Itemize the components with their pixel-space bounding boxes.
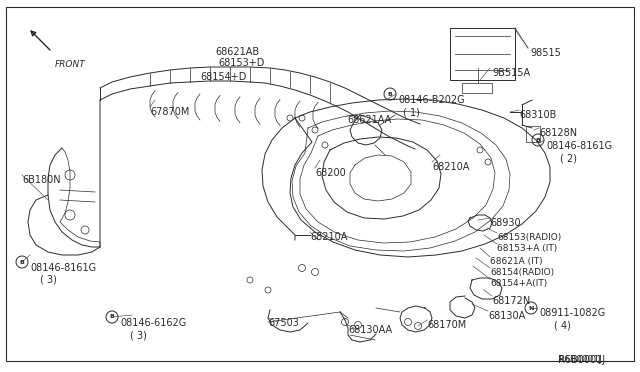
Text: 68200: 68200 [315,168,346,178]
Text: R6B0001J: R6B0001J [558,355,602,364]
Text: 67870M: 67870M [150,107,189,117]
Text: FRONT: FRONT [55,60,86,69]
Text: 68210A: 68210A [432,162,469,172]
Text: B: B [388,92,392,96]
Text: 68621AA: 68621AA [347,115,391,125]
Text: 68170M: 68170M [427,320,467,330]
Bar [450,28,515,80]
Text: 68130A: 68130A [488,311,525,321]
Text: 68154+D: 68154+D [200,72,246,82]
Text: 68930: 68930 [490,218,520,228]
Text: 68153(RADIO): 68153(RADIO) [497,233,561,242]
Text: 9B515A: 9B515A [492,68,530,78]
Bar [462,83,492,93]
Text: B: B [20,260,24,264]
Text: ( 3): ( 3) [130,330,147,340]
Text: 08146-8161G: 08146-8161G [546,141,612,151]
Bar [526,126,540,142]
Text: 68130AA: 68130AA [348,325,392,335]
Text: ( 3): ( 3) [40,275,57,285]
Text: B: B [536,138,540,142]
Text: 08146-B202G: 08146-B202G [398,95,465,105]
Text: 68621AB: 68621AB [215,47,259,57]
Text: 68154+A(IT): 68154+A(IT) [490,279,547,288]
Text: 68210A: 68210A [310,232,348,242]
Text: ( 2): ( 2) [560,153,577,163]
Text: 08146-8161G: 08146-8161G [30,263,96,273]
Text: B: B [109,314,115,320]
Text: 68128N: 68128N [539,128,577,138]
Text: N: N [528,305,534,311]
Text: 68172N: 68172N [492,296,531,306]
Text: 68154(RADIO): 68154(RADIO) [490,268,554,277]
Text: ( 4): ( 4) [554,320,571,330]
Text: 08911-1082G: 08911-1082G [539,308,605,318]
Text: 67503: 67503 [268,318,299,328]
Text: 68621A (IT): 68621A (IT) [490,257,543,266]
Text: 68153+D: 68153+D [218,58,264,68]
Text: 98515: 98515 [530,48,561,58]
Text: 08146-6162G: 08146-6162G [120,318,186,328]
Text: 68153+A (IT): 68153+A (IT) [497,244,557,253]
Text: R6B0001J: R6B0001J [558,355,605,365]
Text: ( 1): ( 1) [403,107,420,117]
Text: 6B180N: 6B180N [22,175,61,185]
Text: 68310B: 68310B [519,110,556,120]
